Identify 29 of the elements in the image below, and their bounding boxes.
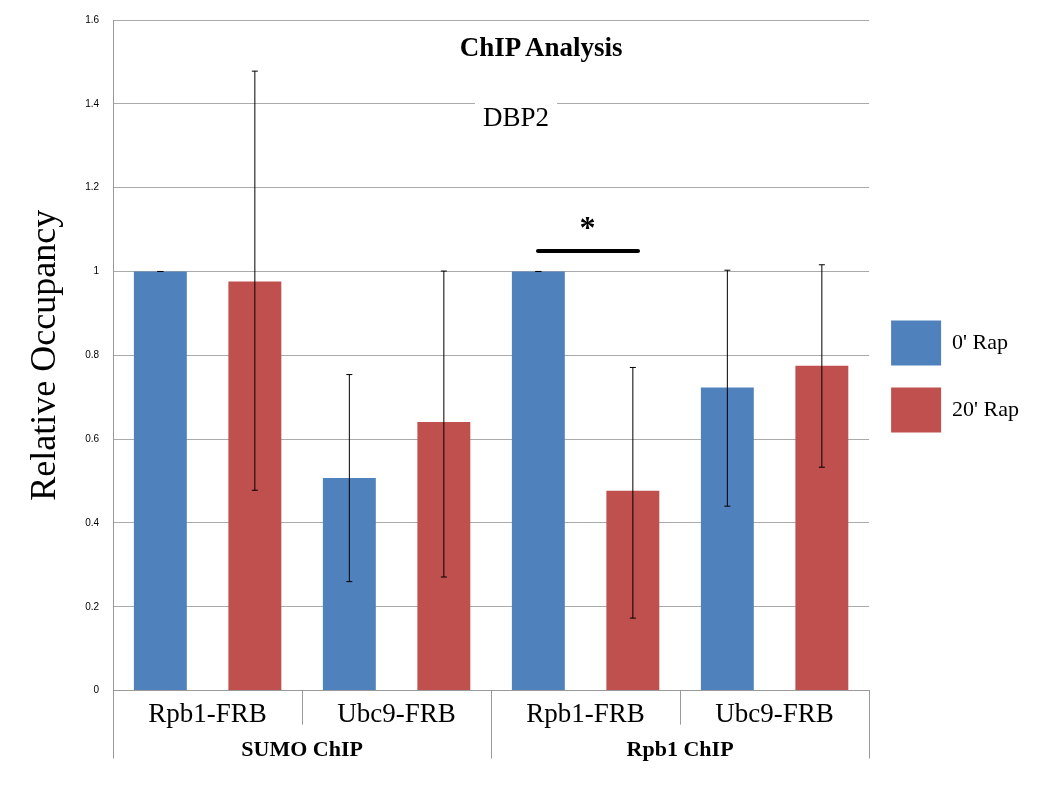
y-axis-title: Relative Occupancy	[23, 209, 64, 501]
y-tick-label: 0.2	[85, 600, 100, 612]
y-tick-label: 0	[93, 684, 100, 696]
y-tick-label: 1.4	[85, 97, 100, 109]
bar	[606, 490, 660, 691]
bar	[795, 365, 849, 691]
x-tick-label: Rpb1-FRB	[148, 697, 267, 728]
text: DBP2	[475, 102, 558, 133]
bar	[133, 271, 187, 691]
y-tick-label: 1.2	[85, 181, 100, 193]
annotation: *	[579, 209, 596, 247]
x-tick-label: Ubc9-FRB	[715, 697, 834, 728]
y-tick-label: 1	[93, 265, 100, 277]
bar	[228, 281, 282, 691]
x-tick-label: Ubc9-FRB	[337, 697, 456, 728]
chart-title: ChIP Analysis	[459, 32, 623, 63]
bar	[417, 421, 471, 691]
y-tick-label: 0.4	[85, 516, 100, 528]
y-tick-label: 0.8	[85, 349, 100, 361]
text: Rpb1 ChIP	[626, 735, 734, 762]
bar	[322, 478, 376, 691]
y-tick-label: 1.6	[85, 13, 100, 25]
text: SUMO ChIP	[241, 735, 363, 762]
bar	[700, 387, 754, 691]
x-tick-label: Rpb1-FRB	[526, 697, 645, 728]
y-tick-label: 0.6	[85, 432, 100, 444]
legend-label: 20' Rap	[952, 395, 1019, 421]
bar	[511, 271, 565, 691]
legend-label: 0' Rap	[952, 328, 1008, 354]
